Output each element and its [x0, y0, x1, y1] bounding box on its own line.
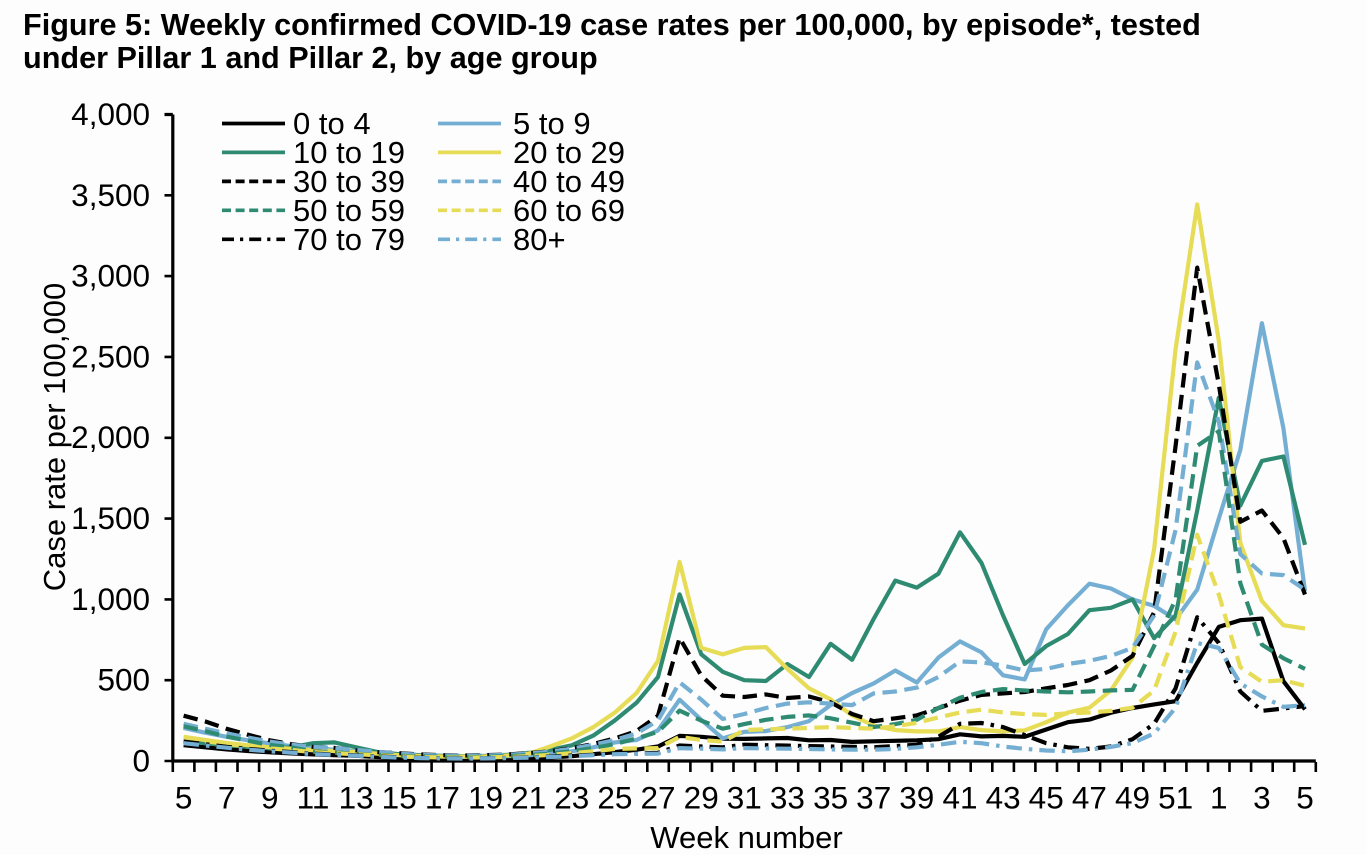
svg-text:1,500: 1,500: [71, 500, 150, 536]
svg-text:45: 45: [1029, 780, 1064, 816]
svg-text:Figure 5: Weekly confirmed COV: Figure 5: Weekly confirmed COVID-19 case…: [23, 8, 1201, 42]
svg-text:39: 39: [899, 780, 934, 816]
svg-text:2,000: 2,000: [71, 419, 150, 455]
svg-text:60 to 69: 60 to 69: [513, 193, 625, 228]
svg-text:10 to 19: 10 to 19: [293, 135, 405, 170]
svg-text:20 to 29: 20 to 29: [513, 135, 625, 170]
svg-text:80+: 80+: [513, 222, 566, 257]
svg-text:70 to 79: 70 to 79: [293, 222, 405, 257]
svg-text:33: 33: [770, 780, 805, 816]
svg-text:17: 17: [425, 780, 460, 816]
svg-text:0 to 4: 0 to 4: [293, 106, 371, 141]
svg-text:Case rate per 100,000: Case rate per 100,000: [37, 283, 72, 592]
svg-text:31: 31: [727, 780, 762, 816]
svg-text:25: 25: [597, 780, 632, 816]
svg-text:4,000: 4,000: [71, 96, 150, 132]
svg-text:13: 13: [339, 780, 374, 816]
svg-text:7: 7: [218, 780, 236, 816]
svg-text:11: 11: [297, 780, 330, 816]
svg-text:500: 500: [97, 662, 150, 698]
svg-text:3,500: 3,500: [71, 177, 150, 213]
svg-text:41: 41: [942, 780, 977, 816]
svg-text:23: 23: [554, 780, 589, 816]
svg-text:5 to 9: 5 to 9: [513, 106, 591, 141]
svg-text:30 to 39: 30 to 39: [293, 164, 405, 199]
svg-text:51: 51: [1158, 780, 1193, 816]
svg-text:1: 1: [1210, 780, 1228, 816]
svg-text:2,500: 2,500: [71, 338, 150, 374]
svg-text:49: 49: [1115, 780, 1150, 816]
svg-text:3: 3: [1253, 780, 1271, 816]
svg-text:19: 19: [468, 780, 503, 816]
svg-text:5: 5: [175, 780, 193, 816]
svg-text:50 to 59: 50 to 59: [293, 193, 405, 228]
svg-text:21: 21: [511, 780, 546, 816]
svg-text:15: 15: [382, 780, 417, 816]
svg-text:1,000: 1,000: [71, 581, 150, 617]
svg-text:47: 47: [1072, 780, 1107, 816]
svg-text:40 to 49: 40 to 49: [513, 164, 625, 199]
svg-text:0: 0: [132, 743, 150, 779]
svg-text:Week number: Week number: [650, 820, 842, 855]
svg-text:35: 35: [813, 780, 848, 816]
svg-text:43: 43: [986, 780, 1021, 816]
svg-text:27: 27: [640, 780, 675, 816]
svg-text:5: 5: [1296, 780, 1314, 816]
svg-text:3,000: 3,000: [71, 258, 150, 294]
svg-text:9: 9: [261, 780, 279, 816]
svg-text:under Pillar 1 and Pillar 2, b: under Pillar 1 and Pillar 2, by age grou…: [23, 41, 598, 75]
svg-text:37: 37: [856, 780, 891, 816]
svg-text:29: 29: [684, 780, 719, 816]
